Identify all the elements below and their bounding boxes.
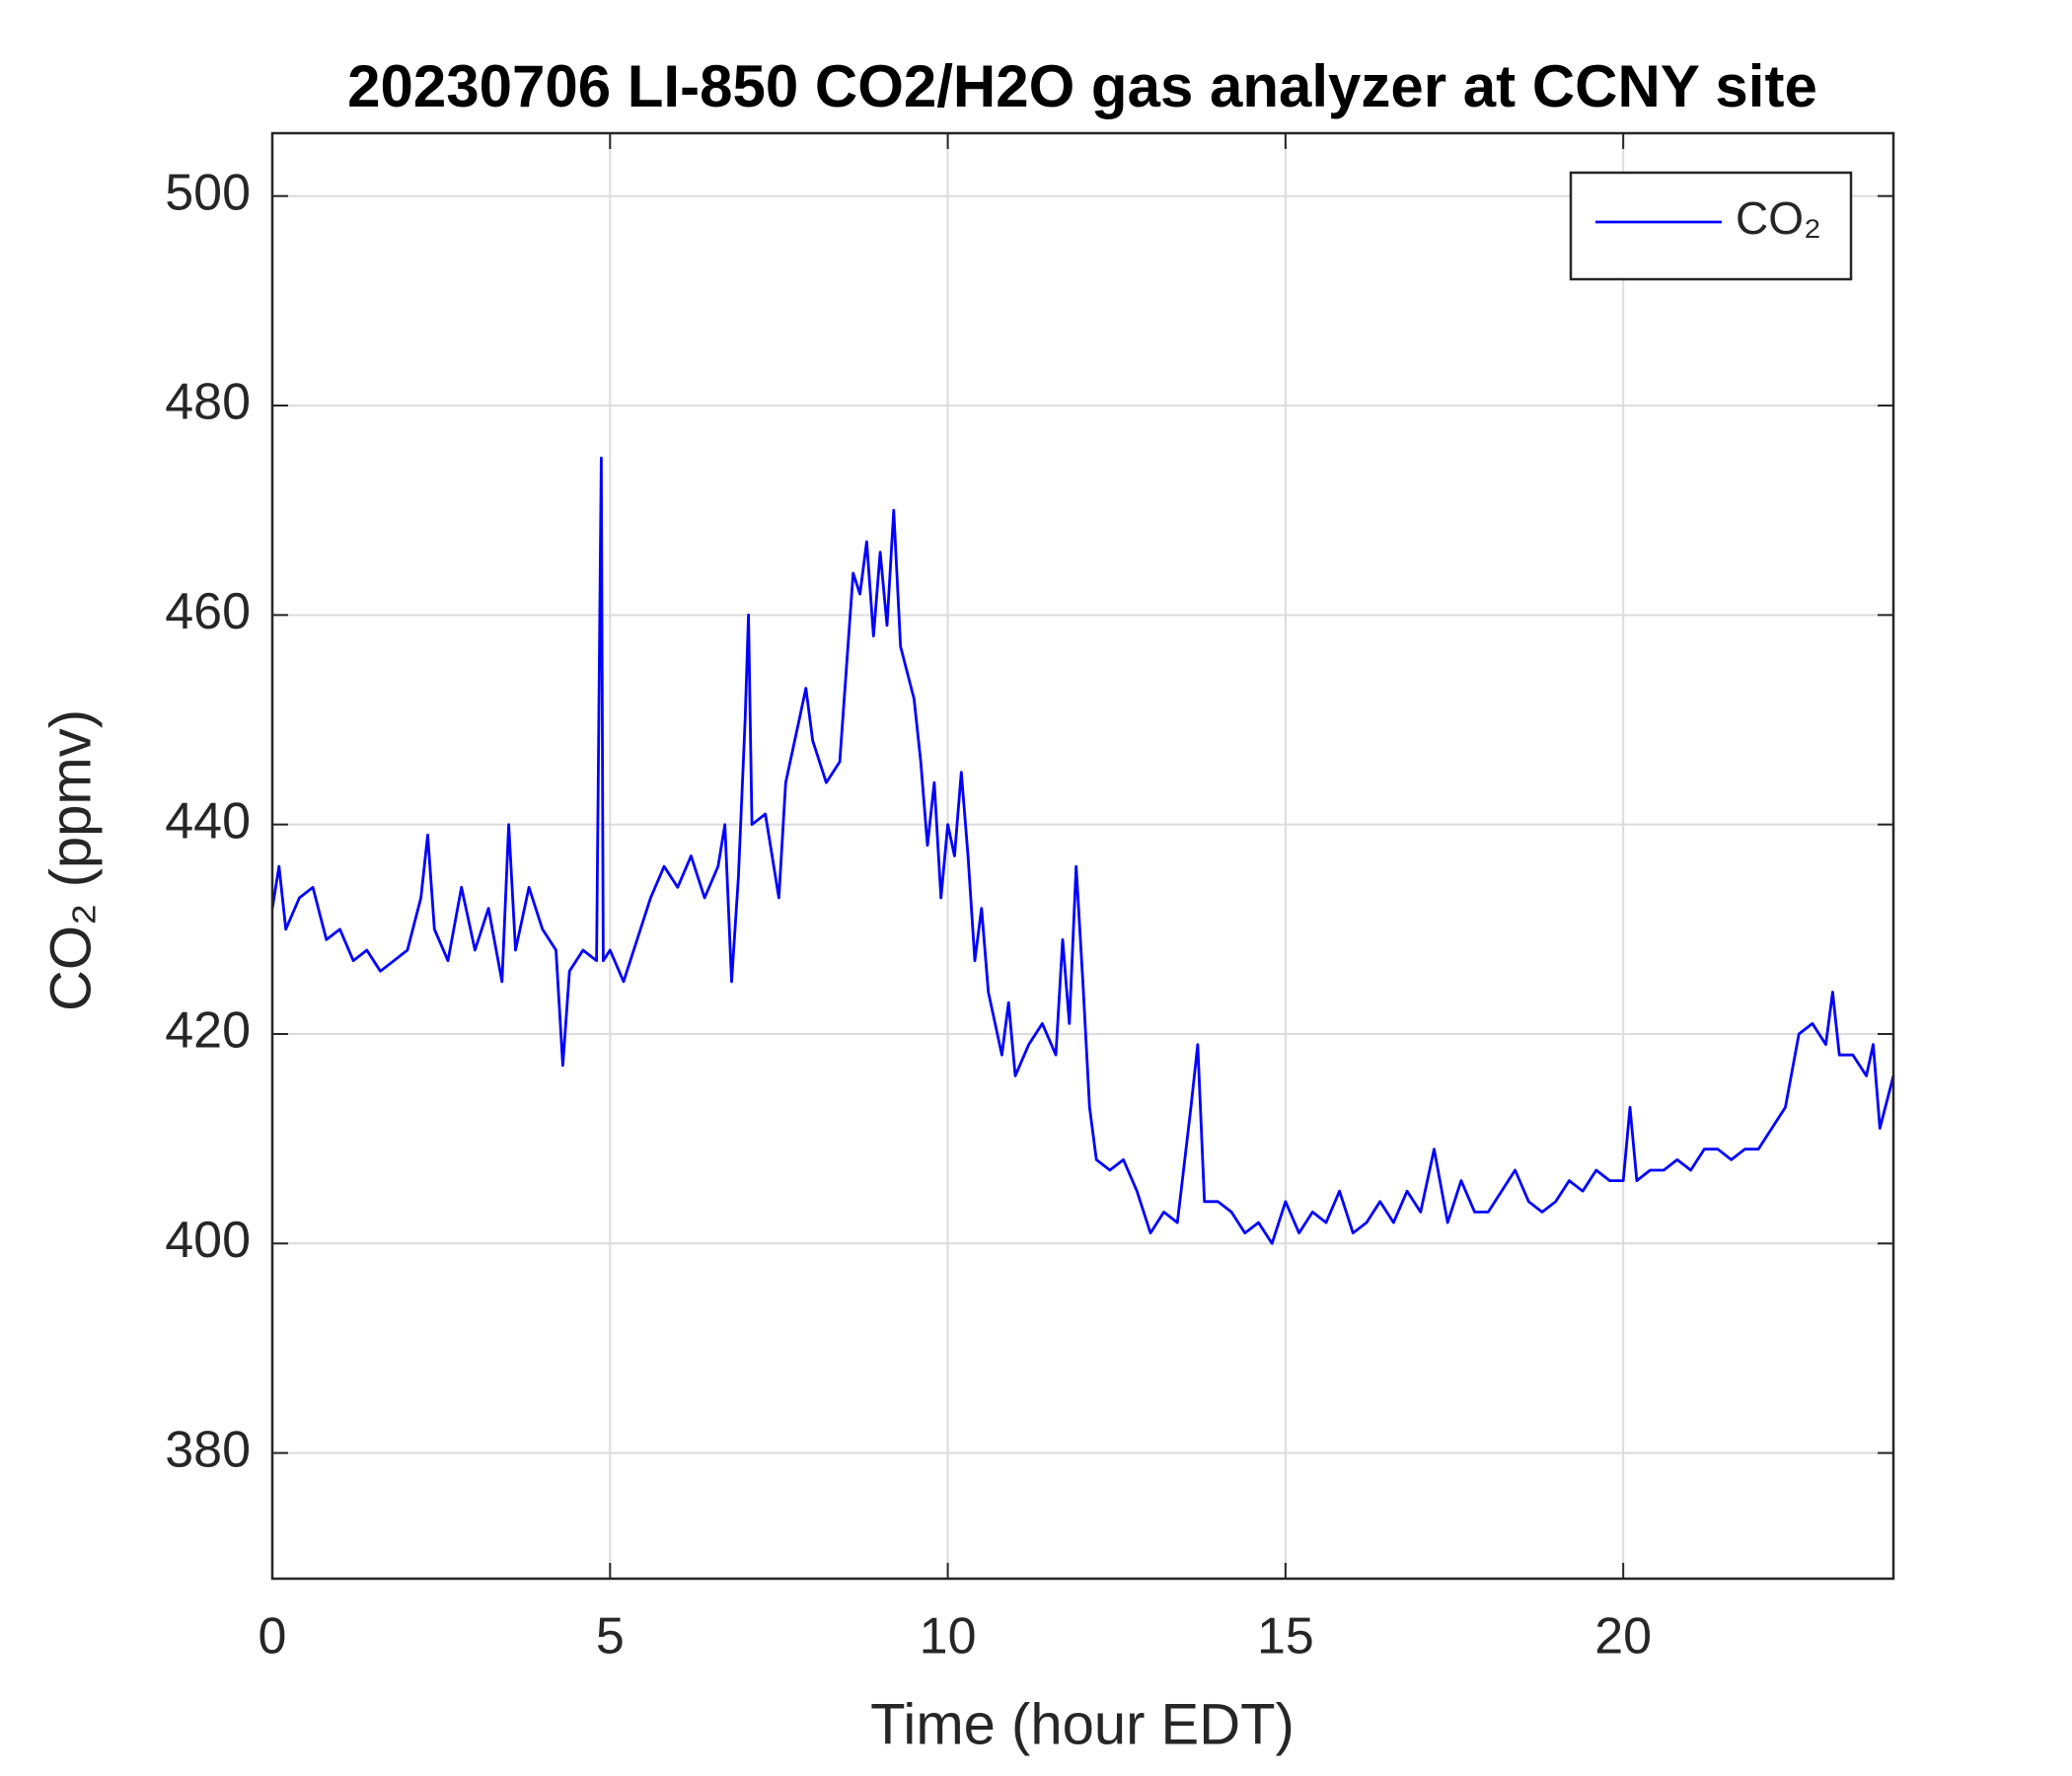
x-tick-label: 0: [259, 1608, 287, 1665]
x-tick-label: 20: [1594, 1608, 1652, 1665]
axes-box: [270, 131, 1895, 1581]
x-axis-label: Time (hour EDT): [870, 1692, 1295, 1756]
y-tick-label: 460: [165, 583, 251, 640]
legend: CO₂: [1569, 171, 1853, 281]
x-tick-label: 10: [920, 1608, 977, 1665]
y-tick-label: 440: [165, 792, 251, 850]
y-tick-label: 500: [165, 164, 251, 221]
y-tick-label: 480: [165, 374, 251, 431]
y-tick-label: 400: [165, 1212, 251, 1269]
legend-box: [1569, 171, 1853, 281]
y-axis-label: CO₂ (ppmv): [38, 709, 103, 1011]
data-line: [270, 456, 1895, 1245]
chart-title: 20230706 LI-850 CO2/H2O gas analyzer at …: [347, 53, 1817, 119]
y-tick-label: 420: [165, 1002, 251, 1060]
x-tick-label: 15: [1257, 1608, 1314, 1665]
legend-label: CO₂: [1736, 192, 1821, 244]
x-tick-label: 5: [596, 1608, 625, 1665]
y-tick-label: 380: [165, 1421, 251, 1478]
